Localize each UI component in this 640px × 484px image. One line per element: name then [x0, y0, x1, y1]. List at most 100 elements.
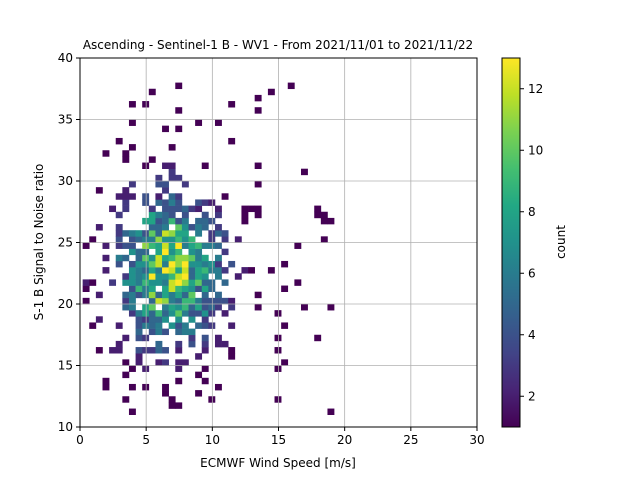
- heatmap-cell: [228, 297, 236, 305]
- x-tick-label: 20: [337, 433, 352, 447]
- heatmap-cell: [175, 347, 183, 354]
- heatmap-cell: [162, 217, 169, 225]
- heatmap-cell: [254, 107, 262, 114]
- heatmap-cell: [208, 285, 216, 292]
- heatmap-cell: [162, 297, 169, 305]
- heatmap-cell: [155, 273, 163, 280]
- heatmap-cell: [228, 353, 236, 360]
- heatmap-cell: [168, 211, 176, 219]
- heatmap-cell: [128, 304, 136, 311]
- heatmap-cell: [188, 236, 196, 243]
- heatmap-cell: [228, 322, 236, 329]
- heatmap-cell: [135, 273, 143, 280]
- heatmap-cell: [195, 273, 203, 280]
- heatmap-cell: [241, 217, 249, 225]
- heatmap-cell: [115, 236, 123, 243]
- heatmap-cell: [128, 230, 136, 237]
- heatmap-cell: [221, 297, 229, 305]
- heatmap-cell: [181, 242, 189, 249]
- heatmap-cell: [162, 187, 169, 194]
- heatmap-cell: [274, 396, 282, 403]
- heatmap-cell: [214, 254, 222, 262]
- y-tick-label: 20: [58, 297, 73, 311]
- heatmap-cell: [281, 359, 289, 366]
- heatmap-cell: [248, 267, 255, 274]
- heatmap-cell: [82, 285, 90, 292]
- heatmap-cell: [162, 242, 169, 249]
- heatmap-cell: [201, 267, 209, 274]
- heatmap-cell: [254, 162, 262, 169]
- heatmap-cell: [155, 267, 163, 274]
- heatmap-cell: [201, 260, 209, 268]
- heatmap-cell: [155, 217, 163, 225]
- heatmap-cell: [214, 304, 222, 311]
- heatmap-cell: [142, 101, 150, 108]
- heatmap-cell: [115, 193, 123, 200]
- heatmap-cell: [162, 199, 169, 206]
- heatmap-cell: [135, 322, 143, 329]
- heatmap-cell: [122, 396, 130, 403]
- heatmap-cell: [155, 316, 163, 323]
- y-axis-label: S-1 B Signal to Noise ratio: [32, 164, 46, 321]
- x-tick-label: 0: [76, 433, 84, 447]
- heatmap-cell: [168, 230, 176, 237]
- heatmap-cell: [155, 242, 163, 249]
- heatmap-cell: [175, 193, 183, 200]
- heatmap-cell: [195, 199, 203, 206]
- heatmap-cell: [142, 260, 150, 268]
- heatmap-cell: [195, 242, 203, 249]
- heatmap-cell: [175, 285, 183, 292]
- heatmap-cell: [148, 310, 156, 317]
- heatmap-cell: [228, 101, 236, 108]
- heatmap-cell: [148, 279, 156, 286]
- x-axis-label: ECMWF Wind Speed [m/s]: [200, 456, 356, 470]
- heatmap-cell: [221, 236, 229, 243]
- colorbar: [501, 57, 521, 428]
- heatmap-cell: [287, 82, 295, 90]
- heatmap-cell: [148, 322, 156, 329]
- heatmap-cell: [320, 217, 328, 225]
- heatmap-cell: [128, 408, 136, 415]
- heatmap-cell: [320, 236, 328, 243]
- heatmap-cell: [195, 260, 203, 268]
- heatmap-cell: [155, 248, 163, 256]
- heatmap-cell: [128, 310, 136, 317]
- heatmap-cell: [95, 347, 103, 354]
- heatmap-cell: [109, 205, 117, 213]
- heatmap-cell: [155, 260, 163, 268]
- y-tick-label: 25: [58, 236, 73, 250]
- heatmap-cell: [188, 291, 196, 299]
- heatmap-cell: [135, 285, 143, 292]
- x-tick-label: 10: [205, 433, 220, 447]
- heatmap-cell: [175, 297, 183, 305]
- heatmap-cell: [175, 199, 183, 206]
- heatmap-cell: [195, 224, 203, 231]
- x-tick-label: 25: [403, 433, 418, 447]
- heatmap-cell: [122, 150, 130, 157]
- heatmap-cell: [128, 242, 136, 249]
- heatmap-cell: [175, 328, 183, 336]
- heatmap-cell: [162, 273, 169, 280]
- heatmap-cell: [201, 304, 209, 311]
- heatmap-cell: [162, 310, 169, 317]
- heatmap-cell: [168, 144, 176, 151]
- heatmap-cell: [267, 267, 275, 274]
- heatmap-cell: [254, 291, 262, 299]
- heatmap-cell: [175, 322, 183, 329]
- heatmap-cell: [214, 242, 222, 249]
- heatmap-cell: [142, 322, 150, 329]
- heatmap-cell: [162, 205, 169, 213]
- heatmap-cell: [95, 291, 103, 299]
- heatmap-cell: [214, 297, 222, 305]
- heatmap-cell: [214, 334, 222, 342]
- heatmap-cell: [267, 88, 275, 96]
- heatmap-cell: [314, 211, 322, 219]
- heatmap-cell: [162, 254, 169, 262]
- heatmap-cell: [181, 359, 189, 366]
- heatmap-cell: [281, 322, 289, 329]
- heatmap-cell: [148, 224, 156, 231]
- heatmap-cell: [234, 273, 242, 280]
- heatmap-cell: [168, 217, 176, 225]
- heatmap-cell: [128, 297, 136, 305]
- heatmap-cell: [181, 273, 189, 280]
